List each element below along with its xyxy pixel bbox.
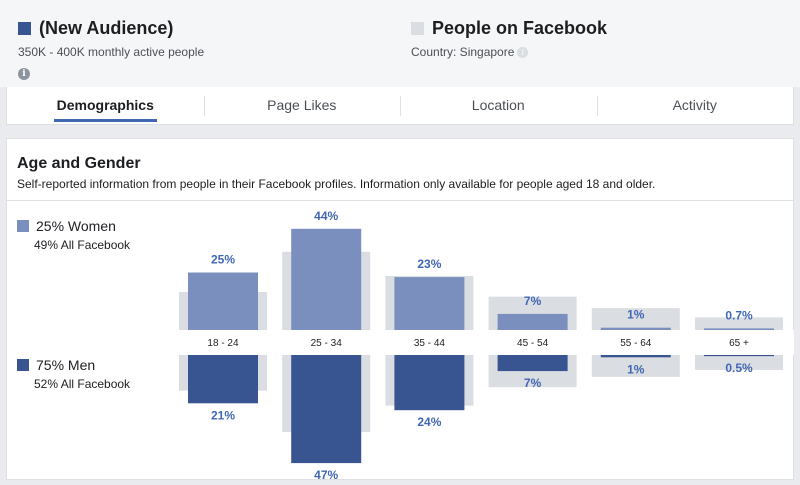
tab-demographics[interactable]: Demographics xyxy=(7,87,204,124)
tab-location[interactable]: Location xyxy=(400,87,597,124)
legend-men: 75% Men 52% All Facebook xyxy=(17,357,130,391)
divider xyxy=(7,200,793,201)
age-gender-card: Age and Gender Self-reported information… xyxy=(6,138,794,480)
section-title: Age and Gender xyxy=(17,155,141,172)
audience-size: 350K - 400K monthly active people xyxy=(18,45,205,59)
women-swatch xyxy=(17,220,29,232)
info-icon[interactable]: i xyxy=(18,68,30,80)
comparison-summary: People on Facebook Country: Singapore i xyxy=(411,18,607,59)
tab-bar: Demographics Page Likes Location Activit… xyxy=(6,87,794,125)
comparison-country: Country: Singapore i xyxy=(411,45,607,59)
legend-women-facebook: 49% All Facebook xyxy=(34,238,131,252)
tab-activity[interactable]: Activity xyxy=(596,87,794,124)
men-swatch xyxy=(17,359,29,371)
legend-men-label: 75% Men xyxy=(36,357,96,373)
audience-title: (New Audience) xyxy=(39,18,174,38)
tab-page-likes[interactable]: Page Likes xyxy=(203,87,401,124)
info-icon[interactable]: i xyxy=(517,47,529,58)
audience-swatch xyxy=(18,22,31,35)
section-description: Self-reported information from people in… xyxy=(17,177,656,191)
audience-summary: (New Audience) 350K - 400K monthly activ… xyxy=(18,18,204,81)
active-tab-indicator xyxy=(54,119,157,122)
audience-header: (New Audience) 350K - 400K monthly activ… xyxy=(0,0,800,87)
comparison-title: People on Facebook xyxy=(432,18,608,38)
comparison-swatch xyxy=(411,22,424,35)
legend-men-facebook: 52% All Facebook xyxy=(34,377,131,391)
legend-women-label: 25% Women xyxy=(36,218,116,234)
legend-women: 25% Women 49% All Facebook xyxy=(17,218,130,252)
